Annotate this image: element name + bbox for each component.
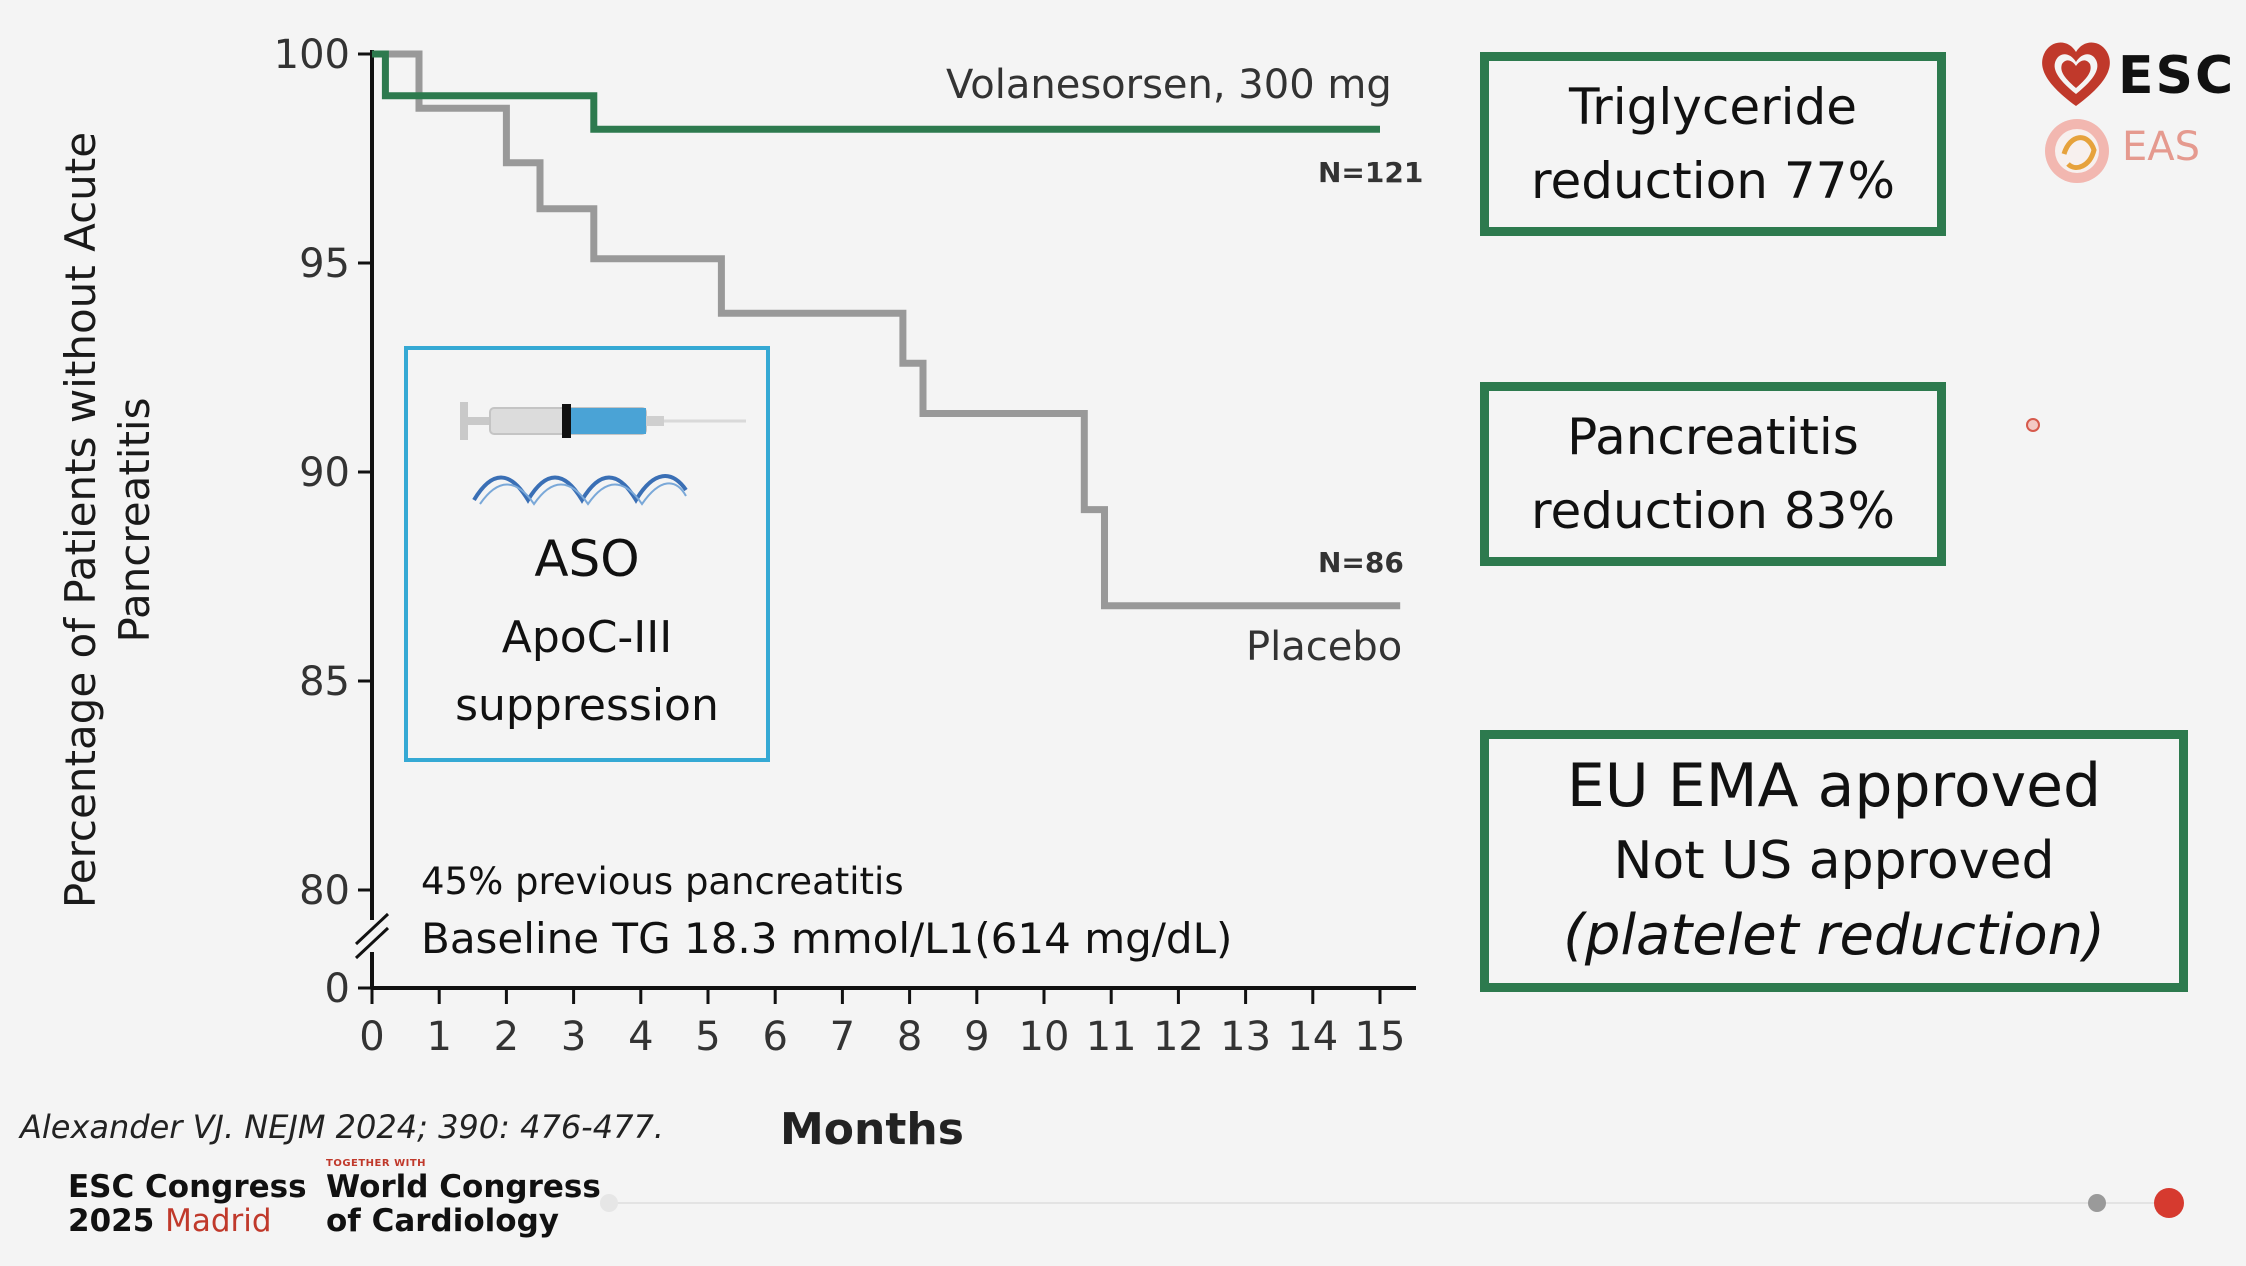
annotation-previous-pancreatitis: 45% previous pancreatitis xyxy=(421,860,904,903)
series-label-placebo: Placebo xyxy=(1246,624,1403,670)
fact-box-triglyceride-line-2: reduction 77% xyxy=(1531,152,1895,210)
slide-progress-track[interactable] xyxy=(604,1202,2170,1204)
dna-wave-icon xyxy=(472,474,688,506)
fact-box-approval-line-3: (platelet reduction) xyxy=(1563,903,2105,968)
aso-box: ASO ApoC-III suppression xyxy=(404,346,770,762)
x-tick-label-12: 12 xyxy=(1153,1014,1204,1060)
x-tick-label-11: 11 xyxy=(1086,1014,1137,1060)
esc-logo-text: ESC xyxy=(2118,46,2236,106)
world-congress-logo: TOGETHER WITH World Congress of Cardiolo… xyxy=(326,1158,601,1238)
congress-line-2: 2025 Madrid xyxy=(68,1204,307,1238)
aso-line-2: ApoC-III xyxy=(501,612,673,663)
y-tick-label-90: 90 xyxy=(299,450,350,496)
y-axis-break-mark-2 xyxy=(354,926,390,960)
y-tick-label-0: 0 xyxy=(325,966,350,1012)
together-with-label: TOGETHER WITH xyxy=(326,1158,427,1169)
wc-line-1: World Congress xyxy=(326,1169,601,1205)
fact-box-approval: EU EMA approved Not US approved (platele… xyxy=(1480,730,2188,992)
fact-box-pancreatitis: Pancreatitis reduction 83% xyxy=(1480,382,1946,566)
x-tick-label-8: 8 xyxy=(897,1014,922,1060)
fact-box-approval-line-2: Not US approved xyxy=(1613,831,2055,891)
y-axis-label-line-1: Percentage of Patients without Acute xyxy=(56,131,105,909)
progress-marker-dot[interactable] xyxy=(2088,1194,2106,1212)
x-tick-label-3: 3 xyxy=(561,1014,586,1060)
x-tick-label-4: 4 xyxy=(628,1014,653,1060)
y-axis-break-mark-1 xyxy=(354,912,390,946)
wc-line-2: of Cardiology xyxy=(326,1203,559,1239)
laser-pointer-dot xyxy=(2026,418,2040,432)
syringe-icon xyxy=(460,402,746,440)
congress-year: 2025 xyxy=(68,1203,155,1239)
fact-box-pancreatitis-line-1: Pancreatitis xyxy=(1567,408,1859,466)
x-tick-label-9: 9 xyxy=(964,1014,989,1060)
series-label-volanesorsen: Volanesorsen, 300 mg xyxy=(946,62,1392,108)
x-tick-label-0: 0 xyxy=(359,1014,384,1060)
fact-box-pancreatitis-line-2: reduction 83% xyxy=(1531,482,1895,540)
eas-logo-icon xyxy=(2045,119,2109,183)
n-label-placebo: N=86 xyxy=(1318,546,1404,579)
x-tick-label-6: 6 xyxy=(762,1014,787,1060)
annotation-baseline-tg: Baseline TG 18.3 mmol/L1(614 mg/dL) xyxy=(421,914,1233,963)
eas-logo-text: EAS xyxy=(2122,124,2201,170)
y-axis-label: Percentage of Patients without Acute Pan… xyxy=(54,132,162,908)
x-tick-label-10: 10 xyxy=(1019,1014,1070,1060)
y-tick-label-85: 85 xyxy=(299,659,350,705)
fact-box-triglyceride-line-1: Triglyceride xyxy=(1568,78,1858,136)
fact-box-triglyceride: Triglyceride reduction 77% xyxy=(1480,52,1946,236)
fact-box-approval-line-1: EU EMA approved xyxy=(1566,751,2102,821)
y-tick-label-95: 95 xyxy=(299,241,350,287)
x-tick-label-1: 1 xyxy=(426,1014,451,1060)
x-tick-label-14: 14 xyxy=(1287,1014,1338,1060)
congress-city: Madrid xyxy=(165,1203,272,1239)
esc-congress-logo: ESC Congress 2025 Madrid xyxy=(68,1170,307,1238)
x-tick-label-5: 5 xyxy=(695,1014,720,1060)
y-tick-label-100: 100 xyxy=(274,32,350,78)
series-line-volanesorsen xyxy=(372,50,1380,133)
x-axis-label: Months xyxy=(780,1104,964,1155)
esc-heart-icon xyxy=(2042,42,2110,106)
y-tick-label-80: 80 xyxy=(299,868,350,914)
aso-title: ASO xyxy=(534,530,640,588)
citation: Alexander VJ. NEJM 2024; 390: 476-477. xyxy=(20,1108,664,1146)
x-tick-label-15: 15 xyxy=(1355,1014,1406,1060)
aso-line-3: suppression xyxy=(455,680,719,731)
x-tick-label-7: 7 xyxy=(830,1014,855,1060)
progress-current-dot[interactable] xyxy=(2154,1188,2184,1218)
x-tick-label-13: 13 xyxy=(1220,1014,1271,1060)
n-label-volanesorsen: N=121 xyxy=(1318,156,1424,189)
y-axis-label-line-2: Pancreatitis xyxy=(110,397,159,643)
progress-start-dot[interactable] xyxy=(600,1194,618,1212)
x-tick-label-2: 2 xyxy=(494,1014,519,1060)
series-line-placebo xyxy=(372,50,1401,610)
congress-line-1: ESC Congress xyxy=(68,1169,307,1205)
